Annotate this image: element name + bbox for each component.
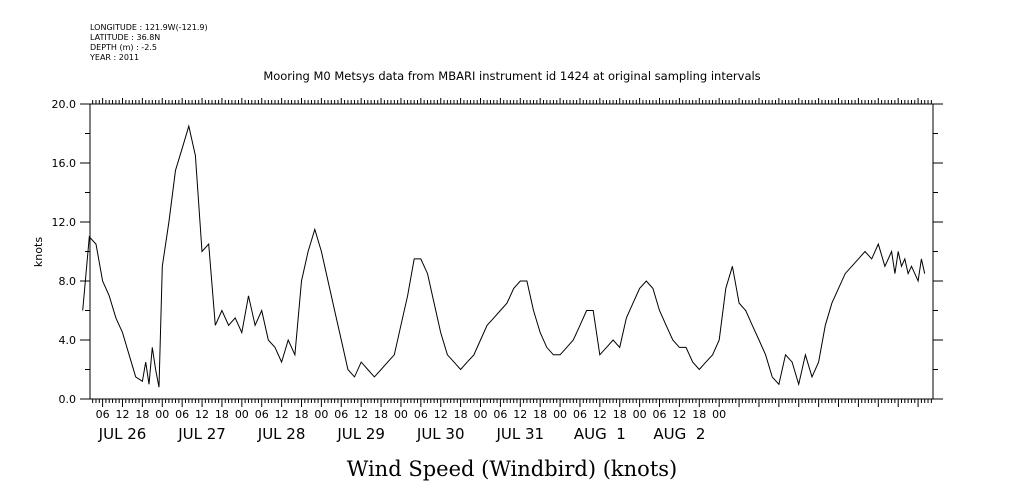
series-line-1 <box>771 242 926 387</box>
x-tick-label: 00 <box>633 408 647 421</box>
latitude-text: LATITUDE : 36.8N <box>90 33 160 42</box>
x-tick-label: 18 <box>294 408 308 421</box>
x-tick-label: 00 <box>553 408 567 421</box>
x-tick-label: 00 <box>155 408 169 421</box>
x-tick-label: 00 <box>394 408 408 421</box>
x-tick-label: 06 <box>175 408 189 421</box>
year-text: YEAR : 2011 <box>89 53 139 62</box>
x-tick-label: 00 <box>314 408 328 421</box>
x-tick-label: 06 <box>255 408 269 421</box>
x-axis-label: Wind Speed (Windbird) (knots) <box>347 457 677 481</box>
x-day-label: JUL 30 <box>416 425 465 443</box>
x-day-label: JUL 26 <box>98 425 147 443</box>
x-tick-label: 06 <box>573 408 587 421</box>
series-line-0 <box>82 124 773 388</box>
x-tick-label: 06 <box>414 408 428 421</box>
x-day-label: AUG 2 <box>653 425 705 443</box>
x-tick-label: 18 <box>135 408 149 421</box>
chart-title: Mooring M0 Metsys data from MBARI instru… <box>263 69 760 83</box>
x-tick-label: 18 <box>613 408 627 421</box>
y-tick-label: 20.0 <box>52 98 77 111</box>
x-day-label: AUG 1 <box>574 425 626 443</box>
x-tick-label: 12 <box>275 408 289 421</box>
x-tick-label: 00 <box>235 408 249 421</box>
x-tick-label: 06 <box>493 408 507 421</box>
x-tick-label: 06 <box>96 408 110 421</box>
x-tick-label: 12 <box>513 408 527 421</box>
longitude-text: LONGITUDE : 121.9W(-121.9) <box>90 23 208 32</box>
x-day-label: JUL 31 <box>495 425 544 443</box>
x-day-label: JUL 27 <box>177 425 226 443</box>
x-tick-label: 12 <box>354 408 368 421</box>
x-tick-label: 18 <box>533 408 547 421</box>
data-layer <box>82 124 926 388</box>
x-tick-label: 18 <box>692 408 706 421</box>
y-tick-label: 4.0 <box>59 334 77 347</box>
x-tick-label: 12 <box>195 408 209 421</box>
x-tick-label: 00 <box>712 408 726 421</box>
plot-frame <box>89 103 934 400</box>
x-tick-label: 06 <box>653 408 667 421</box>
x-tick-label: 00 <box>474 408 488 421</box>
x-tick-label: 18 <box>374 408 388 421</box>
y-axis-label: knots <box>32 237 45 267</box>
y-tick-label: 8.0 <box>59 275 77 288</box>
x-tick-label: 12 <box>434 408 448 421</box>
y-tick-label: 12.0 <box>52 216 77 229</box>
y-tick-label: 16.0 <box>52 157 77 170</box>
x-tick-label: 12 <box>115 408 129 421</box>
x-tick-label: 18 <box>215 408 229 421</box>
x-day-label: JUL 28 <box>257 425 306 443</box>
x-tick-label: 12 <box>672 408 686 421</box>
x-tick-label: 06 <box>334 408 348 421</box>
x-axis: 06 12 18 00 06 12 18 00 06 12 18 00 06 12 18 00 06 12 18 00… <box>92 98 932 443</box>
depth-text: DEPTH (m) : -2.5 <box>90 43 157 52</box>
y-axis: 0.0 4.0 8.0 12.0 16.0 20.0 <box>52 98 943 406</box>
x-tick-label: 12 <box>593 408 607 421</box>
x-tick-label: 18 <box>454 408 468 421</box>
x-day-label: JUL 29 <box>336 425 385 443</box>
y-tick-label: 0.0 <box>59 393 77 406</box>
